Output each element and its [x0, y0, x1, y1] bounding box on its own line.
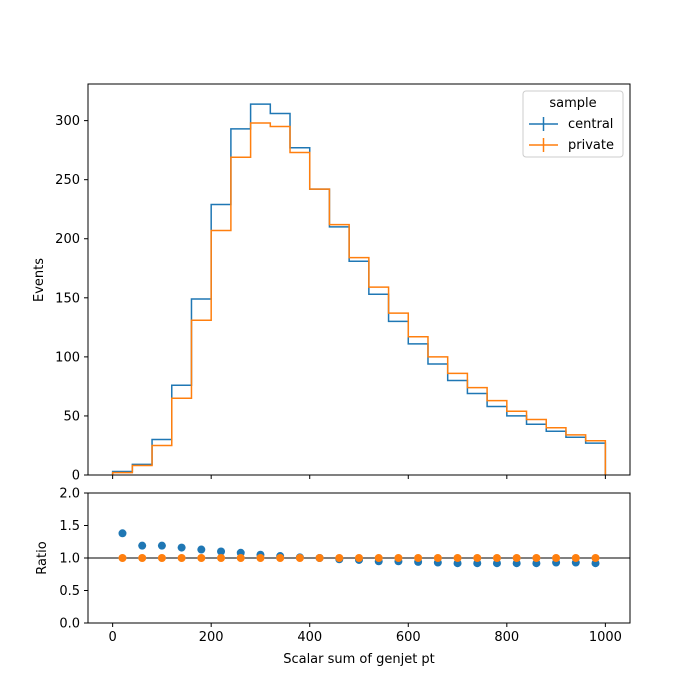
events-y-tick-label: 150 [55, 291, 80, 306]
ratio-point-private [236, 554, 245, 562]
ratio-point-private [276, 554, 285, 562]
ratio-point-private [453, 554, 462, 562]
ratio-y-ticks: 0.0 0.5 1.0 1.5 2.0 [59, 487, 88, 632]
ratio-y-tick-label: 1.0 [59, 552, 80, 567]
legend-entry-central: central [529, 117, 613, 132]
ratio-point-central [157, 541, 166, 550]
ratio-point-private [552, 554, 561, 562]
x-axis-label: Scalar sum of genjet pt [283, 652, 435, 667]
ratio-point-private [532, 554, 541, 562]
events-y-tick-label: 200 [55, 232, 80, 247]
ratio-point-private [177, 554, 186, 562]
ratio-point-central [217, 547, 226, 556]
ratio-series [118, 529, 600, 568]
ratio-point-private [315, 554, 324, 562]
ratio-point-central [197, 545, 206, 554]
ratio-point-private [433, 554, 442, 562]
x-tick-label: 800 [494, 630, 519, 645]
x-tick-label: 0 [108, 630, 116, 645]
ratio-point-private [355, 554, 363, 562]
ratio-panel: 0.00.51.01.52.0 0 200 400 600 800 1000 Ratio … [35, 487, 631, 667]
legend: sample central private [522, 90, 624, 158]
events-y-ticks: 0 50 100 150 200 250 300 [55, 114, 88, 484]
ratio-point-private [414, 554, 423, 562]
ratio-point-private [591, 554, 600, 562]
histogram-line-private [111, 122, 607, 475]
ratio-point-private [374, 554, 383, 562]
ratio-point-private [157, 554, 166, 562]
events-axes-frame [87, 83, 631, 476]
events-panel: 0 50 100 150 200 250 300 Events sample central… [32, 83, 631, 484]
legend-box [522, 90, 624, 158]
ratio-point-central [177, 543, 186, 552]
ratio-y-tick-label: 0.0 [59, 617, 80, 632]
events-y-tick-label: 250 [55, 173, 80, 188]
ratio-point-private [394, 554, 403, 562]
legend-entry-private: private [529, 138, 614, 153]
events-y-axis-label: Events [32, 258, 47, 302]
events-x-ticks [112, 475, 606, 479]
ratio-point-central [138, 541, 147, 550]
ratio-point-private [571, 554, 580, 562]
ratio-point-private [295, 554, 304, 562]
x-tick-label: 200 [199, 630, 224, 645]
ratio-y-axis-label: Ratio [35, 541, 50, 574]
events-y-tick-label: 0 [72, 469, 80, 484]
ratio-y-tick-label: 2.0 [59, 487, 80, 502]
ratio-y-tick-label: 1.5 [59, 519, 80, 534]
x-tick-label: 600 [396, 630, 421, 645]
events-y-tick-label: 50 [63, 409, 80, 424]
ratio-point-private [138, 554, 147, 562]
ratio-x-ticks: 0 200 400 600 800 1000 [108, 623, 622, 645]
ratio-point-private [197, 554, 206, 562]
ratio-point-private [335, 554, 344, 562]
ratio-point-private [473, 554, 482, 562]
x-tick-label: 1000 [589, 630, 622, 645]
ratio-point-central [118, 529, 127, 538]
x-tick-label: 400 [297, 630, 322, 645]
ratio-point-private [118, 554, 127, 562]
ratio-point-private [256, 554, 265, 562]
ratio-point-private [492, 554, 501, 562]
legend-label-central: central [568, 117, 613, 132]
legend-label-private: private [568, 138, 614, 153]
legend-title: sample [549, 96, 596, 111]
events-y-tick-label: 300 [55, 114, 80, 129]
events-y-tick-label: 100 [55, 350, 80, 365]
ratio-point-private [217, 554, 226, 562]
histogram-series [111, 103, 607, 475]
ratio-point-private [512, 554, 521, 562]
ratio-y-tick-label: 0.5 [59, 584, 80, 599]
